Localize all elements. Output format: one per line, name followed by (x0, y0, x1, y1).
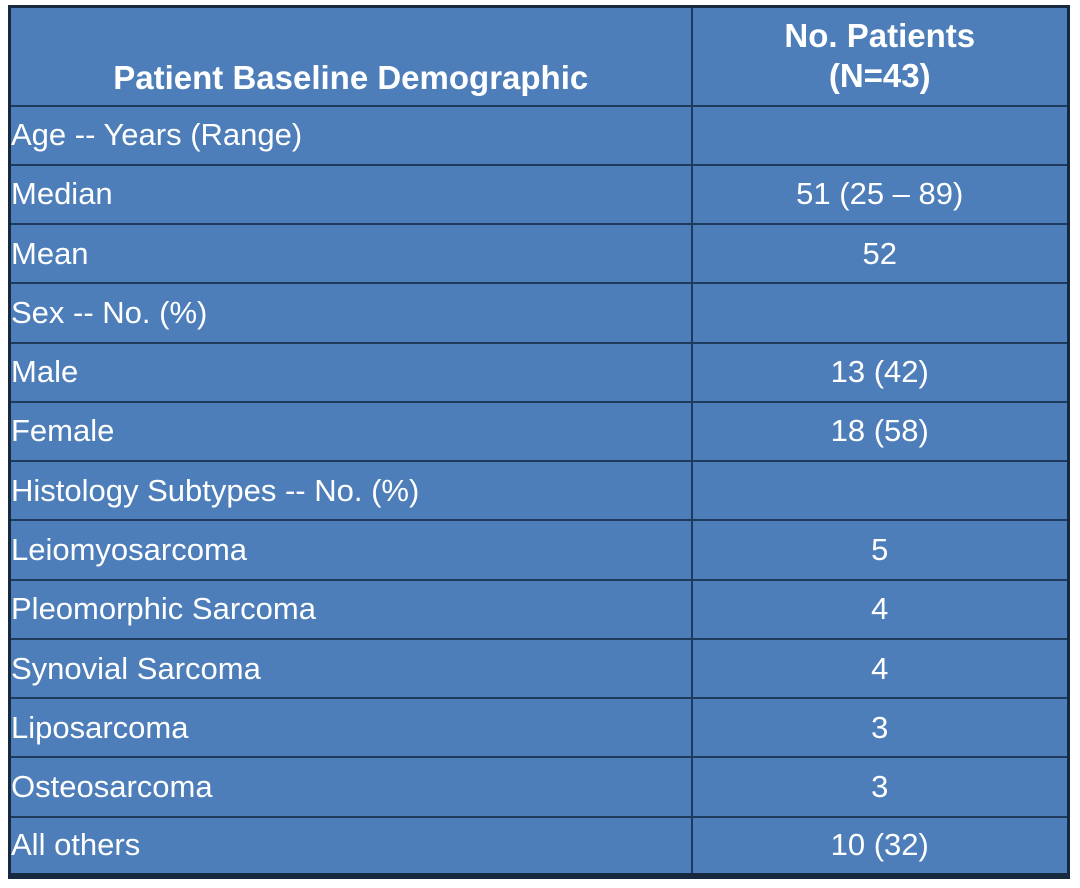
row-label: All others (8, 815, 693, 878)
row-label: Male (8, 341, 693, 403)
table-row: Male 13 (42) (8, 341, 1070, 403)
row-label: Mean (8, 223, 693, 285)
column-header-no-patients-line1: No. Patients (784, 17, 976, 54)
row-value (690, 282, 1070, 344)
column-header-no-patients: No. Patients (N=43) (690, 5, 1070, 107)
row-value: 52 (690, 223, 1070, 285)
row-value: 51 (25 – 89) (690, 163, 1070, 226)
table-row: Histology Subtypes -- No. (%) (8, 460, 1070, 522)
row-value: 5 (690, 519, 1070, 581)
table-row: Synovial Sarcoma 4 (8, 637, 1070, 700)
row-value (690, 104, 1070, 166)
table-row: Osteosarcoma 3 (8, 756, 1070, 818)
row-value: 13 (42) (690, 341, 1070, 403)
row-label: Osteosarcoma (8, 756, 693, 818)
row-value: 3 (690, 697, 1070, 759)
row-label: Synovial Sarcoma (8, 637, 693, 700)
column-header-no-patients-line2: (N=43) (828, 57, 931, 95)
table-row: Leiomyosarcoma 5 (8, 519, 1070, 581)
table-row: Median 51 (25 – 89) (8, 163, 1070, 226)
row-value: 18 (58) (690, 400, 1070, 463)
row-label: Female (8, 400, 693, 463)
row-value: 10 (32) (690, 815, 1070, 878)
row-label: Sex -- No. (%) (8, 282, 693, 344)
table-row: Mean 52 (8, 223, 1070, 285)
row-value: 4 (690, 578, 1070, 640)
row-value: 4 (690, 637, 1070, 700)
table-row: All others 10 (32) (8, 815, 1070, 878)
row-label: Liposarcoma (8, 697, 693, 759)
row-value: 3 (690, 756, 1070, 818)
row-label: Pleomorphic Sarcoma (8, 578, 693, 640)
table-row: Liposarcoma 3 (8, 697, 1070, 759)
table-row: Age -- Years (Range) (8, 104, 1070, 166)
row-label: Histology Subtypes -- No. (%) (8, 460, 693, 522)
column-header-demographic: Patient Baseline Demographic (8, 5, 693, 107)
row-label: Age -- Years (Range) (8, 104, 693, 166)
table-row: Female 18 (58) (8, 400, 1070, 463)
row-value (690, 460, 1070, 522)
table-header-row: Patient Baseline Demographic No. Patient… (8, 5, 1070, 107)
row-label: Leiomyosarcoma (8, 519, 693, 581)
table-row: Sex -- No. (%) (8, 282, 1070, 344)
patient-demographics-table: Patient Baseline Demographic No. Patient… (8, 5, 1070, 879)
table-row: Pleomorphic Sarcoma 4 (8, 578, 1070, 640)
row-label: Median (8, 163, 693, 226)
